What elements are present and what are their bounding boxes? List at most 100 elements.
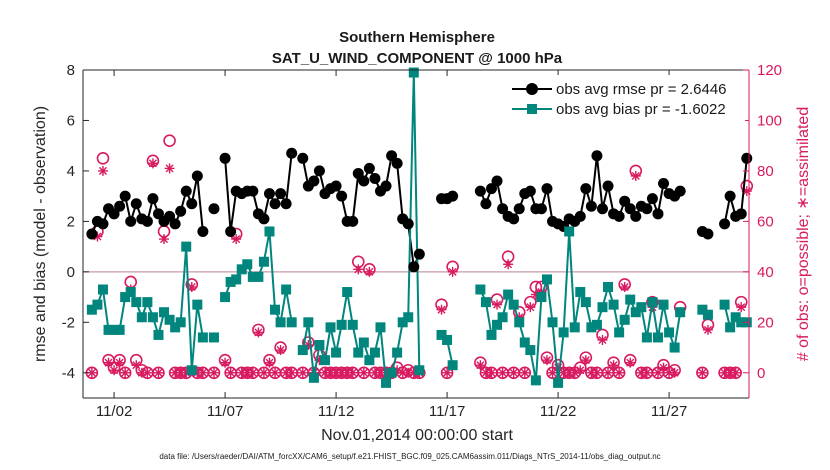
- assimilated-obs-stroke: [248, 368, 257, 377]
- bias-point: [530, 375, 541, 386]
- rmse-point: [702, 228, 714, 240]
- rmse-point: [186, 198, 198, 210]
- legend-bias-marker: [527, 104, 537, 114]
- bias-point: [603, 281, 614, 292]
- bias-point: [97, 284, 108, 295]
- rmse-point: [219, 152, 231, 164]
- bias-point: [575, 287, 586, 298]
- assimilated-obs-marker: [297, 367, 308, 378]
- assimilated-obs-stroke: [209, 368, 219, 377]
- assimilated-obs-stroke: [154, 368, 163, 377]
- assimilated-obs-stroke: [187, 282, 196, 292]
- bias-point: [331, 347, 342, 358]
- assimilated-obs-marker: [619, 281, 630, 292]
- assimilated-obs-stroke: [93, 232, 102, 241]
- rmse-point: [413, 248, 425, 260]
- assimilated-obs-stroke: [104, 358, 113, 367]
- rmse-point: [152, 208, 164, 220]
- bias-point: [319, 355, 330, 366]
- rmse-point: [330, 180, 342, 192]
- assimilated-obs-marker: [358, 367, 369, 378]
- possible-obs-marker: [207, 366, 221, 380]
- possible-obs-marker: [518, 366, 532, 380]
- bias-point: [436, 329, 447, 340]
- bias-point: [514, 317, 525, 328]
- x-axis-label: Nov.01,2014 00:00:00 start: [321, 427, 513, 444]
- assimilated-obs-stroke: [492, 300, 502, 309]
- assimilated-obs-stroke: [620, 282, 629, 292]
- assimilated-obs-marker: [109, 365, 120, 376]
- rmse-point: [208, 203, 220, 215]
- bias-point: [725, 322, 736, 333]
- assimilated-obs-stroke: [259, 368, 268, 377]
- assimilated-obs-marker: [503, 259, 514, 270]
- bias-point: [647, 297, 658, 308]
- assimilated-obs-stroke: [698, 368, 707, 377]
- y-tick-label: 4: [67, 163, 75, 180]
- assimilated-obs-marker: [131, 360, 142, 371]
- x-tick-label: 11/17: [429, 403, 465, 420]
- bias-point: [159, 307, 170, 318]
- assimilated-obs-marker: [614, 367, 625, 378]
- bias-point: [392, 347, 403, 358]
- bias-point: [247, 271, 258, 282]
- bias-point: [342, 287, 353, 298]
- bias-point: [242, 259, 253, 270]
- bias-point: [164, 314, 175, 325]
- assimilated-obs-stroke: [359, 368, 368, 377]
- assimilated-obs-stroke: [498, 368, 507, 377]
- bias-point: [442, 334, 453, 345]
- bias-point: [264, 226, 275, 237]
- bias-point: [636, 302, 647, 313]
- rmse-point: [408, 261, 420, 273]
- assimilated-obs-stroke: [542, 356, 552, 365]
- y2-tick-label: 20: [757, 314, 774, 331]
- assimilated-obs-marker: [580, 355, 591, 366]
- bias-point: [92, 299, 103, 310]
- rmse-point: [164, 210, 176, 222]
- bias-point: [702, 309, 713, 320]
- series-marker-layer: [86, 67, 753, 388]
- assimilated-obs-marker: [608, 360, 619, 371]
- assimilated-obs-stroke: [592, 368, 601, 377]
- assimilated-obs-stroke: [132, 361, 141, 370]
- assimilated-obs-stroke: [115, 358, 124, 367]
- rmse-point: [147, 193, 159, 205]
- rmse-point: [524, 185, 536, 197]
- assimilated-obs-marker: [258, 367, 269, 378]
- assimilated-obs-marker: [541, 355, 552, 366]
- assimilated-obs-stroke: [287, 368, 296, 377]
- assimilated-obs-marker: [164, 163, 175, 174]
- bias-point: [303, 317, 314, 328]
- bias-point: [286, 317, 297, 328]
- bias-point: [580, 297, 591, 308]
- assimilated-obs-marker: [519, 367, 530, 378]
- rmse-point: [741, 152, 753, 164]
- assimilated-obs-stroke: [354, 265, 363, 274]
- assimilated-obs-stroke: [121, 368, 130, 377]
- y-tick-label: -4: [62, 365, 75, 382]
- assimilated-obs-marker: [364, 266, 375, 277]
- assimilated-obs-stroke: [198, 368, 207, 377]
- bias-point: [558, 327, 569, 338]
- bias-point: [641, 332, 652, 343]
- bias-point: [353, 347, 364, 358]
- y2-tick-label: 100: [757, 112, 782, 129]
- bias-point: [375, 322, 386, 333]
- rmse-point: [447, 190, 459, 202]
- rmse-point: [541, 183, 553, 195]
- bias-point: [547, 317, 558, 328]
- assimilated-obs-marker: [525, 302, 536, 313]
- bias-point: [508, 299, 519, 310]
- rmse-point: [391, 157, 403, 169]
- assimilated-obs-marker: [591, 367, 602, 378]
- y-tick-label: -2: [62, 314, 75, 331]
- rmse-point: [480, 198, 492, 210]
- rmse-point: [724, 190, 736, 202]
- bias-point: [325, 322, 336, 333]
- assimilated-obs-marker: [630, 170, 641, 181]
- bias-point: [142, 297, 153, 308]
- bias-point: [125, 287, 136, 298]
- bias-point: [386, 367, 397, 378]
- assimilated-obs-marker: [658, 362, 669, 373]
